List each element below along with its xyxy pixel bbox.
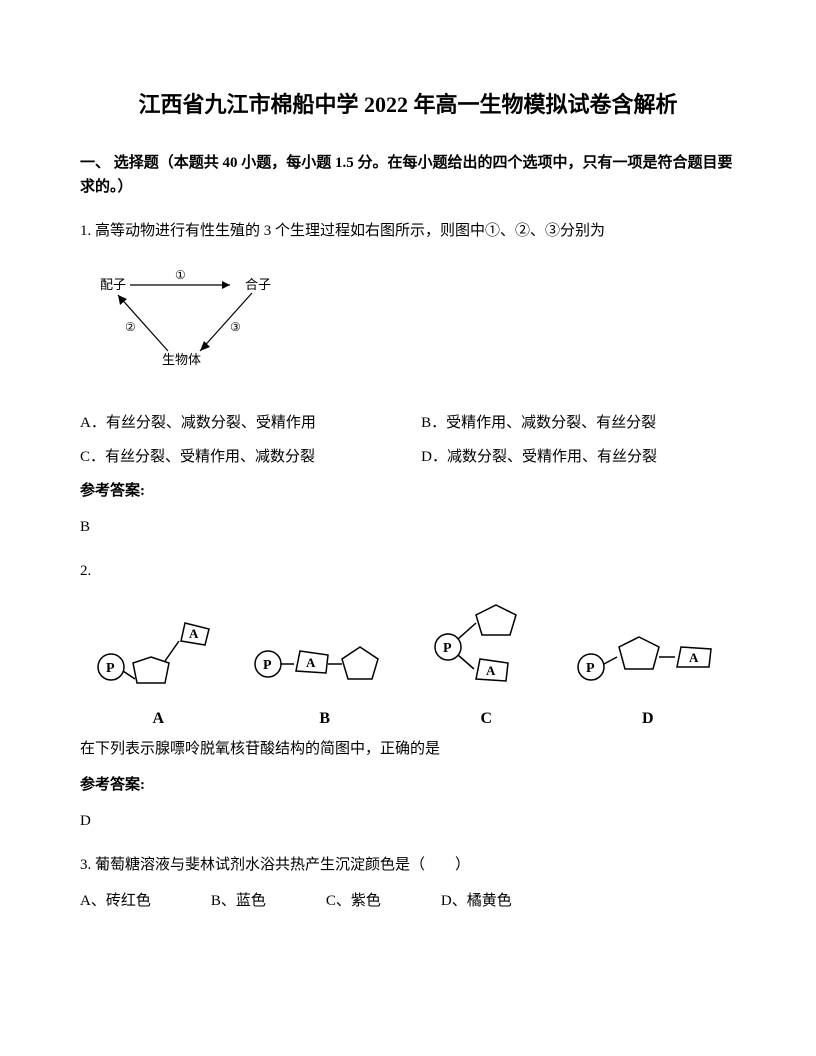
diagram-num-1: ① xyxy=(175,268,186,282)
nuc-label-D: D xyxy=(573,706,723,732)
document-title: 江西省九江市棉船中学 2022 年高一生物模拟试卷含解析 xyxy=(80,90,736,121)
q2-diagram: P A A P A B xyxy=(80,599,736,732)
svg-text:P: P xyxy=(263,658,272,673)
nucleotide-C: P A C xyxy=(426,599,546,732)
q3-optC: C、紫色 xyxy=(326,889,381,913)
svg-text:A: A xyxy=(306,655,316,670)
nucleotide-B: P A B xyxy=(250,609,400,732)
q2-answer: D xyxy=(80,809,736,833)
question-3: 3. 葡萄糖溶液与斐林试剂水浴共热产生沉淀颜色是（ ） A、砖红色 B、蓝色 C… xyxy=(80,853,736,913)
nuc-label-B: B xyxy=(250,706,400,732)
q1-options-row1: A．有丝分裂、减数分裂、受精作用 B．受精作用、减数分裂、有丝分裂 xyxy=(80,411,736,435)
section-heading: 一、 选择题（本题共 40 小题，每小题 1.5 分。在每小题给出的四个选项中，… xyxy=(80,151,736,199)
q1-options-row2: C．有丝分裂、受精作用、减数分裂 D．减数分裂、受精作用、有丝分裂 xyxy=(80,445,736,469)
q3-options: A、砖红色 B、蓝色 C、紫色 D、橘黄色 xyxy=(80,889,736,913)
q1-optD: D．减数分裂、受精作用、有丝分裂 xyxy=(421,445,736,469)
nuc-label-C: C xyxy=(426,706,546,732)
q2-answer-label: 参考答案: xyxy=(80,773,736,797)
nucleotide-D: P A D xyxy=(573,609,723,732)
diagram-label-left: 配子 xyxy=(100,277,126,292)
svg-text:A: A xyxy=(486,663,496,678)
question-1: 1. 高等动物进行有性生殖的 3 个生理过程如右图所示，则图中①、②、③分别为 … xyxy=(80,219,736,539)
q2-num: 2. xyxy=(80,559,736,583)
diagram-label-bottom: 生物体 xyxy=(162,352,201,367)
q3-optA: A、砖红色 xyxy=(80,889,151,913)
nucleotide-A: P A A xyxy=(93,609,223,732)
diagram-label-right: 合子 xyxy=(245,277,271,292)
q3-optD: D、橘黄色 xyxy=(441,889,512,913)
nuc-label-A: A xyxy=(93,706,223,732)
q3-optB: B、蓝色 xyxy=(211,889,266,913)
question-2: 2. P A A P A xyxy=(80,559,736,834)
svg-text:P: P xyxy=(443,641,452,656)
q1-answer: B xyxy=(80,515,736,539)
q1-answer-label: 参考答案: xyxy=(80,479,736,503)
svg-text:P: P xyxy=(106,661,115,676)
q1-optB: B．受精作用、减数分裂、有丝分裂 xyxy=(421,411,736,435)
q3-text: 3. 葡萄糖溶液与斐林试剂水浴共热产生沉淀颜色是（ ） xyxy=(80,853,736,877)
q1-text: 1. 高等动物进行有性生殖的 3 个生理过程如右图所示，则图中①、②、③分别为 xyxy=(80,219,736,243)
svg-text:A: A xyxy=(189,626,199,641)
q1-diagram: 配子 合子 生物体 ① ② ③ xyxy=(80,259,736,387)
q1-optC: C．有丝分裂、受精作用、减数分裂 xyxy=(80,445,395,469)
diagram-num-2: ② xyxy=(125,320,136,334)
svg-text:A: A xyxy=(689,650,699,665)
q1-optA: A．有丝分裂、减数分裂、受精作用 xyxy=(80,411,395,435)
diagram-num-3: ③ xyxy=(230,320,241,334)
svg-text:P: P xyxy=(586,661,595,676)
q2-text: 在下列表示腺嘌呤脱氧核苷酸结构的简图中，正确的是 xyxy=(80,737,736,761)
